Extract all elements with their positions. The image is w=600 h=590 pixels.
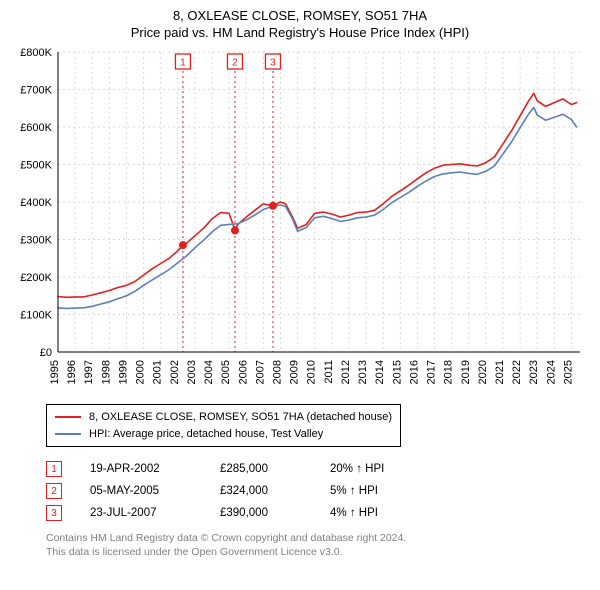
sale-event-row: 3 23-JUL-2007£390,0004% ↑ HPI bbox=[46, 505, 590, 521]
title-subtitle: Price paid vs. HM Land Registry's House … bbox=[10, 25, 590, 40]
svg-text:£800K: £800K bbox=[20, 47, 52, 59]
price-chart: £0 £100K £200K £300K £400K £500K £600K £700K £80… bbox=[10, 46, 590, 396]
event-date: 05-MAY-2005 bbox=[90, 485, 220, 497]
svg-text:3: 3 bbox=[270, 57, 276, 68]
svg-text:2014: 2014 bbox=[374, 360, 386, 384]
event-diff: 4% ↑ HPI bbox=[330, 507, 430, 519]
svg-text:£0: £0 bbox=[40, 347, 52, 359]
legend: 8, OXLEASE CLOSE, ROMSEY, SO51 7HA (deta… bbox=[46, 404, 401, 447]
title-address: 8, OXLEASE CLOSE, ROMSEY, SO51 7HA bbox=[10, 8, 590, 23]
figure-container: 8, OXLEASE CLOSE, ROMSEY, SO51 7HA Price… bbox=[0, 0, 600, 567]
event-marker: 3 bbox=[46, 505, 62, 521]
svg-text:£400K: £400K bbox=[20, 197, 52, 209]
event-marker: 1 bbox=[46, 461, 62, 477]
legend-swatch bbox=[55, 416, 81, 418]
svg-text:2023: 2023 bbox=[528, 360, 540, 384]
svg-text:2022: 2022 bbox=[511, 360, 523, 384]
svg-text:£700K: £700K bbox=[20, 85, 52, 97]
event-diff: 5% ↑ HPI bbox=[330, 485, 430, 497]
svg-text:2006: 2006 bbox=[237, 360, 249, 384]
svg-text:2004: 2004 bbox=[203, 360, 215, 384]
svg-text:2007: 2007 bbox=[254, 360, 266, 384]
event-date: 19-APR-2002 bbox=[90, 463, 220, 475]
svg-text:2005: 2005 bbox=[220, 360, 232, 384]
svg-text:2025: 2025 bbox=[562, 360, 574, 384]
svg-text:£200K: £200K bbox=[20, 272, 52, 284]
svg-text:2024: 2024 bbox=[545, 360, 557, 384]
footer-line2: This data is licensed under the Open Gov… bbox=[46, 545, 590, 559]
event-price: £390,000 bbox=[220, 507, 330, 519]
legend-item: 8, OXLEASE CLOSE, ROMSEY, SO51 7HA (deta… bbox=[55, 409, 392, 426]
svg-text:2015: 2015 bbox=[391, 360, 403, 384]
sale-event-row: 1 19-APR-2002£285,00020% ↑ HPI bbox=[46, 461, 590, 477]
footer-line1: Contains HM Land Registry data © Crown c… bbox=[46, 531, 590, 545]
svg-text:2016: 2016 bbox=[408, 360, 420, 384]
event-diff: 20% ↑ HPI bbox=[330, 463, 430, 475]
event-price: £285,000 bbox=[220, 463, 330, 475]
svg-text:2017: 2017 bbox=[426, 360, 438, 384]
svg-text:1997: 1997 bbox=[83, 360, 95, 384]
footer-attribution: Contains HM Land Registry data © Crown c… bbox=[46, 531, 590, 559]
svg-text:2011: 2011 bbox=[323, 360, 335, 384]
svg-text:2012: 2012 bbox=[340, 360, 352, 384]
legend-item: HPI: Average price, detached house, Test… bbox=[55, 426, 392, 443]
chart-svg: £0 £100K £200K £300K £400K £500K £600K £700K £80… bbox=[10, 46, 590, 396]
svg-text:1996: 1996 bbox=[66, 360, 78, 384]
svg-text:2008: 2008 bbox=[271, 360, 283, 384]
svg-text:2003: 2003 bbox=[186, 360, 198, 384]
legend-label: HPI: Average price, detached house, Test… bbox=[89, 426, 323, 443]
svg-text:£100K: £100K bbox=[20, 310, 52, 322]
svg-text:2: 2 bbox=[232, 57, 238, 68]
svg-text:2020: 2020 bbox=[477, 360, 489, 384]
svg-text:1995: 1995 bbox=[49, 360, 61, 384]
event-marker: 2 bbox=[46, 483, 62, 499]
svg-text:2018: 2018 bbox=[443, 360, 455, 384]
svg-text:£500K: £500K bbox=[20, 160, 52, 172]
svg-text:1999: 1999 bbox=[117, 360, 129, 384]
svg-text:1998: 1998 bbox=[100, 360, 112, 384]
sale-event-row: 2 05-MAY-2005£324,0005% ↑ HPI bbox=[46, 483, 590, 499]
svg-text:2002: 2002 bbox=[169, 360, 181, 384]
svg-text:£600K: £600K bbox=[20, 122, 52, 134]
svg-text:2019: 2019 bbox=[460, 360, 472, 384]
svg-text:2001: 2001 bbox=[152, 360, 164, 384]
title-block: 8, OXLEASE CLOSE, ROMSEY, SO51 7HA Price… bbox=[10, 8, 590, 40]
svg-text:1: 1 bbox=[180, 57, 186, 68]
event-price: £324,000 bbox=[220, 485, 330, 497]
svg-text:2009: 2009 bbox=[289, 360, 301, 384]
legend-swatch bbox=[55, 433, 81, 435]
legend-label: 8, OXLEASE CLOSE, ROMSEY, SO51 7HA (deta… bbox=[89, 409, 392, 426]
svg-text:2000: 2000 bbox=[135, 360, 147, 384]
svg-text:2013: 2013 bbox=[357, 360, 369, 384]
svg-text:2021: 2021 bbox=[494, 360, 506, 384]
event-date: 23-JUL-2007 bbox=[90, 507, 220, 519]
svg-text:£300K: £300K bbox=[20, 235, 52, 247]
svg-text:2010: 2010 bbox=[306, 360, 318, 384]
sale-events-table: 1 19-APR-2002£285,00020% ↑ HPI 2 05-MAY-200… bbox=[46, 461, 590, 521]
